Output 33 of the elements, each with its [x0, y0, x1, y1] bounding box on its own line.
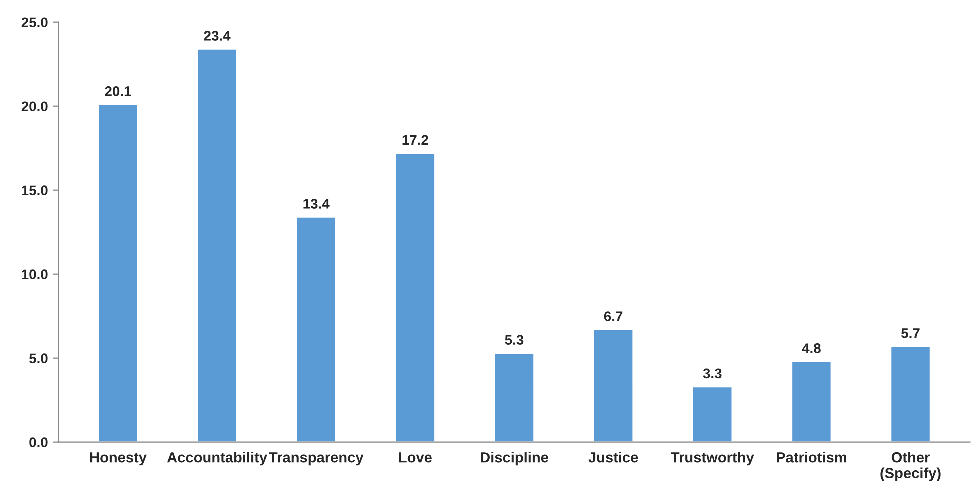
x-tick-label: Patriotism	[777, 452, 846, 463]
data-label: 17.2	[402, 135, 428, 145]
x-tick-label: Transparency	[269, 452, 364, 466]
bar	[692, 386, 734, 442]
bar	[98, 104, 139, 442]
data-label: 6.7	[604, 312, 623, 322]
bar	[890, 346, 932, 442]
bar	[791, 361, 832, 442]
data-label: 20.1	[105, 86, 132, 96]
bar	[196, 48, 238, 442]
x-tick-label: Other (Specify)	[880, 452, 941, 482]
data-label: 3.3	[703, 368, 722, 379]
data-label: 13.4	[304, 199, 330, 209]
x-tick-label: Love	[399, 452, 432, 463]
bar	[296, 216, 337, 442]
bar	[394, 152, 436, 442]
y-tick-label: 0.0	[30, 438, 48, 448]
bar	[593, 329, 634, 442]
x-tick-label: Justice	[588, 452, 638, 463]
data-label: 5.3	[505, 335, 524, 346]
y-tick-label: 10.0	[22, 270, 48, 280]
x-tick-label: Discipline	[481, 452, 548, 466]
data-label: 4.8	[802, 344, 821, 354]
data-label: 5.7	[902, 328, 920, 338]
data-label: 23.4	[204, 31, 231, 41]
x-tick-label: Accountability	[167, 452, 268, 466]
x-tick-label: Honesty	[90, 452, 147, 466]
y-tick-label: 20.0	[22, 102, 48, 112]
y-tick-label: 15.0	[22, 186, 48, 196]
x-tick-label: Trustworthy	[671, 452, 754, 466]
bar	[494, 352, 536, 442]
y-tick-label: 5.0	[30, 354, 48, 364]
y-tick-label: 25.0	[22, 18, 48, 28]
